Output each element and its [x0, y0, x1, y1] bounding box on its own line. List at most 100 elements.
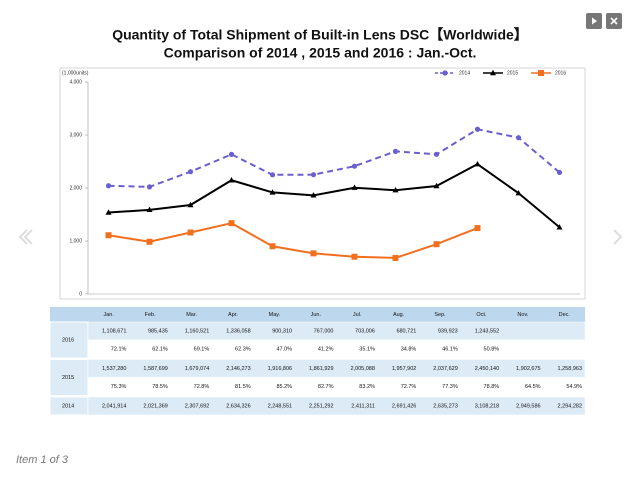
table-cell: 64.5% — [525, 384, 541, 390]
point — [105, 232, 112, 239]
table-cell: 3,108,218 — [475, 403, 499, 409]
table-cell: 985,435 — [148, 328, 168, 334]
legend-marker — [442, 70, 448, 76]
table-cell: 1,160,521 — [185, 328, 209, 334]
point — [187, 169, 194, 175]
table-cell: 62.3% — [235, 346, 251, 352]
column-header: Jul. — [353, 312, 362, 318]
table-cell: 703,006 — [355, 328, 375, 334]
point — [515, 135, 522, 141]
column-header: Oct. — [476, 312, 487, 318]
point — [310, 250, 317, 257]
table-cell: 680,721 — [396, 328, 416, 334]
table-cell: 2,146,273 — [226, 366, 250, 372]
row-label: 2014 — [62, 403, 74, 409]
legend-label: 2015 — [507, 70, 518, 76]
table-cell: 2,307,692 — [185, 403, 209, 409]
table-cell: 2,005,088 — [350, 366, 374, 372]
table-cell: 72.8% — [194, 384, 210, 390]
point — [351, 163, 358, 169]
row-bg — [87, 339, 586, 359]
y-tick-label: 4,000 — [69, 79, 82, 85]
column-header: Aug. — [393, 312, 405, 318]
table-cell: 1,258,963 — [558, 366, 582, 372]
table-cell: 41.2% — [318, 346, 334, 352]
chart-frame — [59, 67, 586, 300]
legend-label: 2016 — [555, 70, 566, 76]
table-cell: 1,537,280 — [102, 366, 126, 372]
point — [269, 172, 276, 178]
point — [146, 206, 153, 213]
table-cell: 2,294,282 — [558, 403, 582, 409]
table-cell: 1,243,552 — [475, 328, 499, 334]
point — [146, 184, 153, 190]
column-header: Sep. — [434, 312, 446, 318]
row-bg — [87, 396, 586, 416]
row-label: 2016 — [62, 337, 74, 343]
legend-marker — [490, 69, 496, 76]
series-line — [108, 162, 561, 229]
legend-marker — [538, 70, 544, 76]
point — [228, 220, 235, 227]
point — [146, 238, 153, 245]
series-line — [108, 222, 478, 259]
table-cell: 1,916,806 — [268, 366, 292, 372]
point — [433, 182, 440, 189]
table-cell: 2,251,292 — [309, 403, 333, 409]
point — [392, 187, 399, 193]
column-header: Dec. — [559, 312, 571, 318]
table-cell: 2,949,586 — [516, 403, 540, 409]
table-cell: 62.1% — [152, 346, 168, 352]
row-bg — [87, 377, 586, 396]
y-tick-label: 3,000 — [69, 132, 82, 138]
table-cell: 1,957,902 — [392, 366, 416, 372]
table-cell: 78.5% — [152, 384, 168, 390]
table-cell: 2,248,551 — [268, 403, 292, 409]
table-cell: 54.9% — [566, 384, 582, 390]
row-label-bg — [49, 359, 89, 396]
table-cell: 2,450,140 — [475, 366, 499, 372]
table-cell: 81.5% — [235, 384, 251, 390]
row-label-bg — [49, 321, 89, 359]
column-header: Apr. — [228, 312, 238, 318]
table-cell: 34.8% — [401, 346, 417, 352]
point — [474, 126, 481, 132]
point — [187, 201, 194, 208]
point — [433, 241, 440, 248]
table-cell: 2,021,369 — [143, 403, 167, 409]
table-cell: 767,000 — [314, 328, 334, 334]
point — [556, 169, 563, 176]
table-cell: 47.0% — [276, 346, 292, 352]
table-cell: 50.8% — [484, 346, 500, 352]
table-cell: 1,587,699 — [143, 366, 167, 372]
point — [433, 151, 440, 157]
table-cell: 35.1% — [359, 346, 375, 352]
column-header: Jan. — [104, 312, 115, 318]
chart-title: Quantity of Total Shipment of Built-in L… — [112, 27, 528, 43]
y-tick-label: 0 — [79, 291, 82, 297]
y-tick-label: 1,000 — [69, 238, 82, 244]
point — [556, 224, 563, 230]
table-cell: 69.1% — [194, 346, 210, 352]
table-cell: 85.2% — [276, 384, 292, 390]
table-cell: 1,902,675 — [516, 366, 540, 372]
table-cell: 1,108,671 — [102, 328, 126, 334]
point — [474, 225, 481, 232]
table-cell: 75.3% — [111, 384, 127, 390]
table-cell: 1,679,074 — [185, 366, 209, 372]
table-cell: 1,336,058 — [226, 328, 250, 334]
table-cell: 72.1% — [111, 346, 127, 352]
table-cell: 2,635,273 — [433, 403, 457, 409]
next-arrow[interactable] — [613, 229, 623, 245]
point — [310, 172, 317, 178]
y-tick-label: 2,000 — [69, 185, 82, 191]
column-header: Feb. — [145, 312, 156, 318]
point — [187, 229, 194, 236]
point — [310, 192, 317, 198]
row-label: 2015 — [62, 375, 74, 381]
prev-arrow[interactable] — [18, 229, 33, 245]
close-icon — [610, 17, 618, 25]
point — [351, 184, 358, 190]
point — [474, 160, 481, 167]
table-cell: 2,691,426 — [392, 403, 416, 409]
